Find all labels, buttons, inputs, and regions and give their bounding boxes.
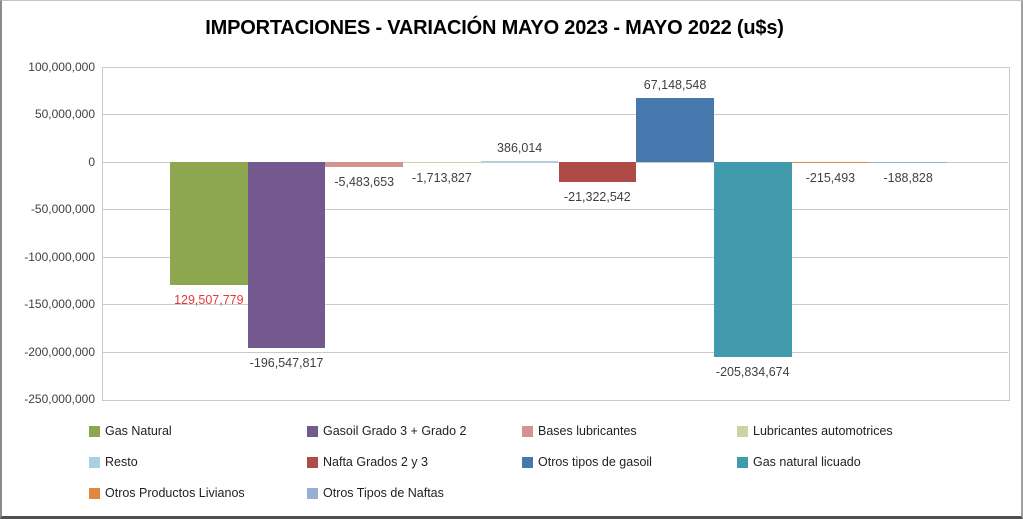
legend-item-otros-tipos-de-naftas[interactable]: Otros Tipos de Naftas [307,486,444,500]
legend-swatch-icon [522,456,533,468]
bar-bases-lubricantes[interactable] [325,161,404,168]
chart-title: IMPORTACIONES - VARIACIÓN MAYO 2023 - MA… [205,17,784,39]
legend-item-resto[interactable]: Resto [89,455,138,469]
y-axis-tick-label: -200,000,000 [24,344,95,359]
data-label-otros-tipos-de-naftas: -188,828 [883,170,933,185]
y-axis-tick-label: 50,000,000 [34,107,95,122]
data-label-gas-natural: 129,507,779 [174,292,244,307]
legend-swatch-icon [89,456,100,468]
legend-item-gas-natural[interactable]: Gas Natural [89,424,172,438]
legend-swatch-icon [307,487,318,499]
legend-label: Resto [105,455,138,469]
y-axis-tick-label: -250,000,000 [24,392,95,406]
bar-lubricantes-automotrices[interactable] [403,161,481,164]
legend-item-otros-productos-livianos[interactable]: Otros Productos Livianos [89,486,245,500]
bar-gasoil-grado-3-grado-2[interactable] [247,161,326,349]
plot-area [102,67,1010,401]
legend-label: Gas Natural [105,424,172,438]
legend-label: Nafta Grados 2 y 3 [323,455,428,469]
bar-gas-natural[interactable] [170,161,248,285]
legend-item-gas-natural-licuado[interactable]: Gas natural licuado [737,455,861,469]
y-gridline [102,256,1008,258]
legend-swatch-icon [522,425,533,437]
data-label-lubricantes-automotrices: -1,713,827 [412,171,472,186]
legend-label: Gasoil Grado 3 + Grado 2 [323,424,467,438]
y-gridline [102,351,1008,353]
legend-item-gasoil-grado-3-grado-2[interactable]: Gasoil Grado 3 + Grado 2 [307,424,466,438]
legend-swatch-icon [89,487,100,499]
bar-nafta-grados-2-y-3[interactable] [558,161,637,183]
bar-otros-tipos-de-naftas[interactable] [869,161,947,163]
legend-swatch-icon [307,425,318,437]
data-label-otros-productos-livianos: -215,493 [805,170,856,185]
legend-label: Bases lubricantes [538,424,637,438]
bar-gas-natural-licuado[interactable] [713,161,792,358]
legend-item-nafta-grados-2-y-3[interactable]: Nafta Grados 2 y 3 [307,455,428,469]
legend-swatch-icon [737,456,748,468]
legend-label: Gas natural licuado [753,455,861,469]
legend-swatch-icon [307,456,318,468]
y-axis-tick-label: -100,000,000 [24,249,95,264]
data-label-gasoil-grado-3-grado-2: -196,547,817 [249,356,324,371]
y-gridline [102,161,1008,163]
y-axis-tick-label: -50,000,000 [30,202,95,217]
y-axis-tick-label: 100,000,000 [28,60,95,74]
legend-item-lubricantes-automotrices[interactable]: Lubricantes automotrices [737,424,893,438]
y-axis-tick-label: -150,000,000 [24,297,95,312]
bar-otros-tipos-de-gasoil[interactable] [636,98,714,162]
data-label-gas-natural-licuado: -205,834,674 [715,365,790,380]
bar-otros-productos-livianos[interactable] [791,161,870,163]
legend-item-otros-tipos-de-gasoil[interactable]: Otros tipos de gasoil [522,455,652,469]
y-axis-tick-label: 0 [88,154,95,169]
legend-swatch-icon [89,425,100,437]
data-label-nafta-grados-2-y-3: -21,322,542 [563,190,631,205]
legend-label: Otros Productos Livianos [105,486,245,500]
data-label-otros-tipos-de-gasoil: 67,148,548 [643,78,707,93]
legend-swatch-icon [737,425,748,437]
y-gridline [102,304,1008,306]
legend-label: Lubricantes automotrices [753,424,893,438]
data-label-bases-lubricantes: -5,483,653 [334,175,395,190]
y-gridline [102,114,1008,116]
legend-item-bases-lubricantes[interactable]: Bases lubricantes [522,424,637,438]
legend-label: Otros tipos de gasoil [538,455,652,469]
bar-resto[interactable] [480,160,559,162]
legend-label: Otros Tipos de Naftas [323,486,444,500]
data-label-resto: 386,014 [497,140,543,155]
y-gridline [102,209,1008,211]
